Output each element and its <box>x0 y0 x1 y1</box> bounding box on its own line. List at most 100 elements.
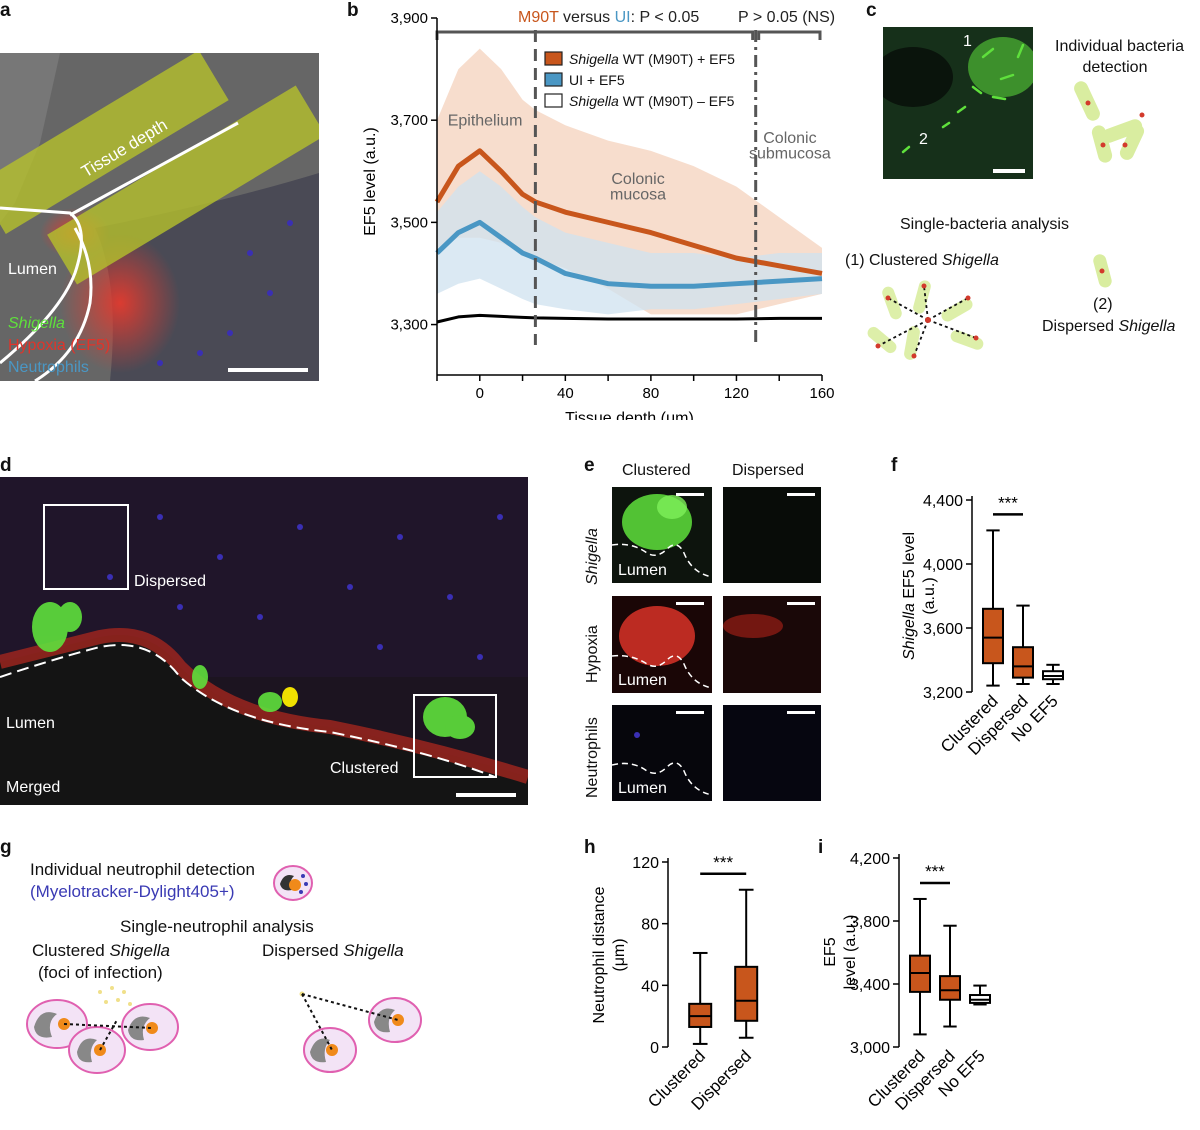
panel-label-e: e <box>584 455 595 476</box>
box-1 <box>1012 646 1034 679</box>
y-tick-label: 3,700 <box>390 112 428 129</box>
x-axis-title: Tissue depth (μm) <box>565 410 694 420</box>
clustered-box-label: Clustered <box>330 760 399 777</box>
region-epithelium: Epithelium <box>448 112 523 129</box>
legend-label-0: Shigella WT (M90T) + EF5 <box>569 51 735 67</box>
bacterium-1-label: 1 <box>963 33 972 50</box>
legend-label-2: Shigella WT (M90T) – EF5 <box>569 93 735 109</box>
dispersed-label: Dispersed Shigella <box>262 941 404 960</box>
e-dispersed-hypoxia <box>723 596 821 693</box>
panel-label-c: c <box>866 0 877 21</box>
box-0 <box>982 607 1004 665</box>
panel-c-bacteria-overlay <box>883 37 1033 154</box>
y-axis-title: Shigella EF5 level <box>901 532 918 660</box>
legend-hypoxia: Hypoxia (EF5) <box>8 337 111 354</box>
box-plot-h: 04080120ClusteredDispersed***Neutrophil … <box>591 853 759 1114</box>
x-tick-label: 120 <box>724 385 749 402</box>
region-submucosa-2: submucosa <box>749 146 831 163</box>
y-tick-label: 3,800 <box>850 914 890 931</box>
box-1 <box>939 975 961 1001</box>
foci-label: (foci of infection) <box>38 963 163 982</box>
individual-neutrophil-label: Individual neutrophil detection <box>30 860 255 879</box>
lumen-label: Lumen <box>618 780 667 797</box>
scale-bar <box>787 711 815 714</box>
e-dispersed-shigella <box>723 487 821 583</box>
neutrophil-icon <box>273 865 313 901</box>
scale-bar <box>993 169 1025 173</box>
y-axis-title: EF5 level (a.u.) <box>362 127 379 235</box>
y-tick-label: 3,400 <box>850 977 890 994</box>
y-axis-title-2: (a.u.) <box>921 577 938 614</box>
single-neutrophil-label: Single-neutrophil analysis <box>120 917 314 936</box>
clustered-neutrophils-diagram <box>26 986 179 1074</box>
individual-bacteria-label-1: Individual bacteria <box>1055 38 1184 55</box>
single-bacteria-analysis-label: Single-bacteria analysis <box>900 216 1069 233</box>
region-mucosa-2: mucosa <box>610 186 666 203</box>
panel-a-micrograph: Tissue depth Lumen Shigella Hypoxia (EF5… <box>0 53 319 381</box>
dispersed-num-label: (2) <box>1093 296 1113 313</box>
y-axis-title-2: level (a.u.) <box>842 915 859 990</box>
significance-stars: *** <box>998 493 1018 512</box>
box-plot-i: 3,0003,4003,8004,200ClusteredDispersedNo… <box>822 851 991 1114</box>
row-shigella: Shigella <box>584 528 601 585</box>
box-1 <box>734 965 759 1022</box>
y-tick-label: 3,500 <box>390 214 428 231</box>
series-line-2 <box>436 313 822 324</box>
dispersed-shigella-label: Dispersed Shigella <box>1042 318 1176 335</box>
lumen-label: Lumen <box>6 715 55 732</box>
bacterium-2-label: 2 <box>919 131 928 148</box>
legend-swatch-2 <box>544 93 563 108</box>
x-tick-label: 160 <box>809 385 834 402</box>
series-line-0 <box>434 148 823 276</box>
x-tick-label: 0 <box>476 385 484 402</box>
legend-neutrophils: Neutrophils <box>8 359 89 376</box>
significance-label: M90T versus UI: P < 0.05 <box>518 9 699 26</box>
panel-label-i: i <box>818 837 824 858</box>
box-plot-f: 3,2003,6004,0004,400ClusteredDispersedNo… <box>901 493 1064 759</box>
ns-label: P > 0.05 (NS) <box>738 9 835 26</box>
x-tick-label: 80 <box>643 385 660 402</box>
individual-bacteria-label-2: detection <box>1082 59 1148 76</box>
sig-bracket-1 <box>435 30 755 40</box>
panel-d-overlay <box>0 477 528 805</box>
col-clustered: Clustered <box>622 462 691 479</box>
panel-label-a: a <box>0 0 11 21</box>
y-tick-label: 40 <box>641 978 659 995</box>
y-axis-title-2: (μm) <box>611 938 628 971</box>
legend-label-1: UI + EF5 <box>569 72 625 88</box>
scale-bar <box>676 711 704 714</box>
y-tick-label: 4,200 <box>850 851 890 868</box>
clustered-label: Clustered Shigella <box>32 941 170 960</box>
significance-stars: *** <box>713 853 733 872</box>
line-chart-ef5: EpitheliumColonicmucosaColonicsubmucosaM… <box>362 9 835 420</box>
scale-bar <box>676 602 704 605</box>
y-tick-label: 0 <box>650 1040 659 1057</box>
panel-a-overlay <box>0 53 319 381</box>
panel-label-g: g <box>0 837 12 858</box>
bacteria-detection-icons <box>1074 81 1145 163</box>
e-clustered-shigella: Lumen <box>612 487 712 583</box>
e-clustered-neutrophils: Lumen <box>612 705 712 801</box>
dispersed-bacterium-icon <box>1093 254 1112 288</box>
scale-bar <box>456 793 516 797</box>
myelotracker-label: (Myelotracker-Dylight405+) <box>30 882 235 901</box>
panel-c-micrograph: 1 2 <box>883 27 1033 179</box>
panel-label-d: d <box>0 455 12 476</box>
series-line-1 <box>435 219 823 289</box>
legend-swatch-1 <box>544 72 563 87</box>
y-tick-label: 4,000 <box>923 557 963 574</box>
lumen-label: Lumen <box>8 261 57 278</box>
scale-bar <box>676 493 704 496</box>
y-tick-label: 80 <box>641 917 659 934</box>
sig-bracket-2 <box>757 30 822 40</box>
y-tick-label: 120 <box>632 855 659 872</box>
e-dispersed-neutrophils <box>723 705 821 801</box>
clustered-shigella-label: (1) Clustered Shigella <box>845 252 999 269</box>
scale-bar <box>787 602 815 605</box>
y-tick-label: 3,000 <box>850 1040 890 1057</box>
legend-shigella: Shigella <box>8 315 65 332</box>
y-tick-label: 3,900 <box>390 10 428 27</box>
dispersed-neutrophils-diagram <box>299 991 422 1073</box>
y-axis-title: EF5 <box>822 937 839 966</box>
scale-bar <box>228 368 308 372</box>
